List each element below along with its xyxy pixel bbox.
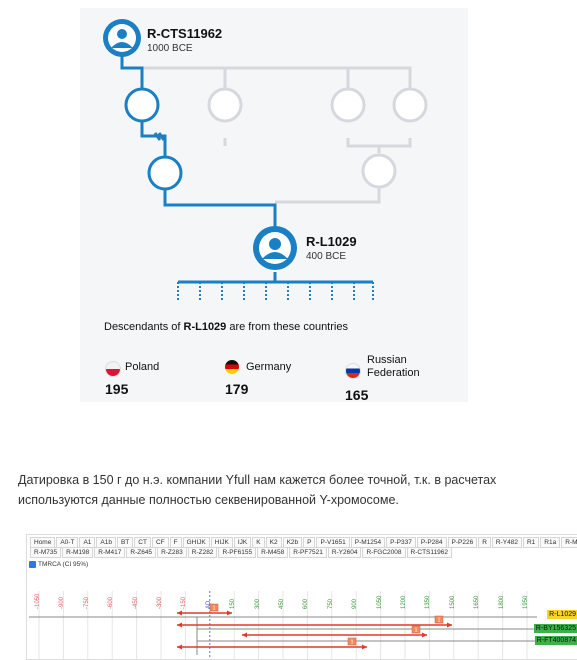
arrow-left-icon — [177, 610, 182, 616]
yfull-breadcrumb-link[interactable]: R — [478, 537, 491, 548]
country-count: 195 — [105, 381, 129, 397]
yfull-breadcrumb-link[interactable]: R-FGC2008 — [362, 547, 406, 558]
arrow-left-icon — [177, 622, 182, 628]
tmrca-label: TMRCA (CI 95%) — [38, 561, 89, 569]
timeline-tick-label: -1050 — [35, 593, 41, 609]
yfull-breadcrumb-link[interactable]: R-CTS11962 — [406, 547, 452, 558]
arrow-left-icon — [177, 644, 182, 650]
arrow-right-icon — [227, 610, 232, 616]
timeline-tick-label: -150 — [181, 596, 188, 609]
tmrca-marker — [209, 603, 219, 612]
arrow-right-icon — [362, 644, 367, 650]
descendants-heading: Descendants of R-L1029 are from these co… — [104, 321, 348, 333]
active-lineage — [120, 56, 373, 284]
timeline-tick-label: 900 — [352, 598, 359, 609]
timeline-tick-label: -600 — [108, 596, 115, 609]
timeline-tick-label: 150 — [230, 598, 237, 609]
yfull-breadcrumb-link[interactable]: R-M459 — [561, 537, 577, 548]
ancestry-tree — [103, 19, 428, 300]
checkbox-checked-icon[interactable] — [29, 561, 36, 568]
top-ancestor-date: 1000 BCE — [147, 43, 193, 54]
target-ancestor-name: R-L1029 — [306, 234, 357, 249]
tmrca-timeline: 1 1 1 1 — [29, 591, 537, 659]
haplogroup-label[interactable]: R-FT400874 — [534, 636, 577, 645]
timeline-tick-label: -300 — [157, 596, 163, 609]
top-ancestor-name: R-CTS11962 — [147, 26, 223, 41]
timeline-tick-label: -900 — [59, 596, 66, 609]
germany-flag-icon — [225, 360, 239, 374]
haplogroup-label[interactable]: R-L1029 — [547, 610, 577, 619]
yfull-breadcrumb-link[interactable]: R-M417 — [94, 547, 126, 558]
yfull-breadcrumb-link[interactable]: R-Z283 — [157, 547, 187, 558]
russia-flag-icon — [345, 363, 361, 379]
descendant-stubs — [177, 282, 374, 300]
country-name: Germany — [246, 361, 292, 373]
timeline-tick-label: 300 — [254, 598, 261, 609]
tmrca-marker-label: 1 — [415, 628, 418, 634]
yfull-breadcrumb-link[interactable]: R-Z645 — [126, 547, 157, 558]
timeline-tick-label: 600 — [303, 598, 310, 609]
target-ancestor-date: 400 BCE — [306, 251, 347, 262]
timeline-tick-label: 1800 — [498, 595, 505, 609]
timeline-tick-label: 1950 — [523, 595, 529, 609]
yfull-breadcrumb-link[interactable]: R1a — [540, 537, 561, 548]
timeline-tick-label: 1650 — [474, 595, 481, 609]
yfull-breadcrumb-link[interactable]: P-P226 — [447, 537, 478, 548]
timeline-tick-label: -450 — [132, 596, 139, 609]
yfull-breadcrumb-link[interactable]: R1 — [522, 537, 540, 548]
arrow-left-icon — [242, 632, 247, 638]
yfull-breadcrumb-link[interactable]: R-PF7521 — [289, 547, 327, 558]
timeline-tick-label: 450 — [279, 598, 285, 609]
arrow-right-icon — [447, 622, 452, 628]
tmrca-marker — [434, 615, 444, 624]
tmrca-marker — [347, 637, 357, 646]
tmrca-marker — [411, 625, 421, 634]
timeline-tick-label: 1050 — [376, 595, 383, 609]
country-name: Poland — [125, 361, 160, 373]
poland-flag-icon — [105, 361, 121, 377]
ancestry-card: R-CTS11962 1000 BCE R-L1029 400 BCE Desc… — [80, 8, 468, 403]
yfull-tmrca-panel: Home A0-T A1 A1b BT CT CF F GHIJK HIJK IJK K K2 K2b P P… — [26, 534, 577, 660]
yfull-breadcrumb-link[interactable]: R-M458 — [257, 547, 289, 558]
yfull-breadcrumb-link[interactable]: R-Z282 — [187, 547, 218, 558]
country-count: 165 — [345, 387, 369, 403]
yfull-breadcrumb-link[interactable]: R-M198 — [62, 547, 94, 558]
yfull-breadcrumb-link[interactable]: R-Y2604 — [327, 547, 362, 558]
arrow-right-icon — [422, 632, 427, 638]
timeline-tick-label: -750 — [83, 596, 90, 609]
top-ancestor-avatar-icon — [103, 19, 141, 57]
tmrca-marker-label: 1 — [213, 606, 216, 612]
target-ancestor-avatar-icon — [253, 226, 297, 270]
timeline-tick-label: 750 — [327, 598, 334, 609]
dating-paragraph: Датировка в 150 г до н.э. компании Yfull… — [18, 473, 497, 507]
timeline-tick-label: 1200 — [401, 595, 407, 609]
yfull-breadcrumb-link[interactable]: R-PF6155 — [218, 547, 257, 558]
tmrca-marker-label: 1 — [438, 618, 441, 624]
inactive-branches — [120, 56, 428, 204]
yfull-breadcrumb-link[interactable]: R-M735 — [30, 547, 62, 558]
country-name: Russian Federation — [367, 354, 420, 379]
timeline-tick-label: AD — [205, 600, 212, 609]
yfull-breadcrumb-row-2: R-M735 R-M198 R-M417 R-Z645 R-Z283 R-Z282 R-PF… — [30, 547, 453, 558]
timeline-tick-label: 1500 — [449, 595, 456, 609]
tmrca-checkbox[interactable]: TMRCA (CI 95%) — [29, 561, 88, 568]
timeline-tick-label: 1350 — [425, 595, 432, 609]
country-count: 179 — [225, 381, 249, 397]
haplogroup-label[interactable]: R-BY156325 — [533, 624, 577, 633]
yfull-breadcrumb-row-1: Home A0-T A1 A1b BT CT CF F GHIJK HIJK IJK K K2 K2b P P… — [30, 537, 577, 548]
yfull-breadcrumb-link[interactable]: R-Y482 — [491, 537, 522, 548]
tmrca-marker-label: 1 — [351, 640, 354, 646]
